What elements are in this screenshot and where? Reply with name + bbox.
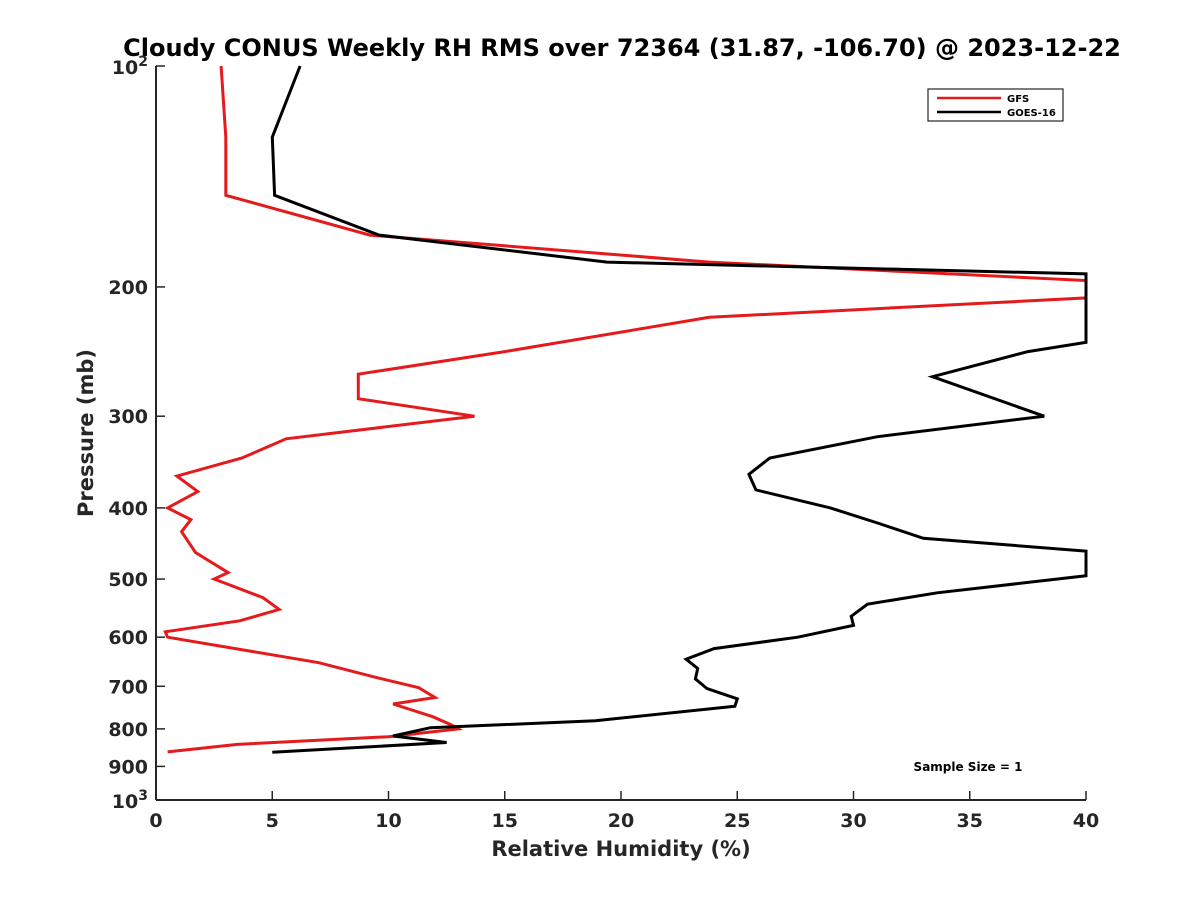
x-tick-label: 5 — [266, 810, 279, 832]
legend-label: GOES-16 — [1007, 108, 1056, 119]
x-tick-label: 10 — [375, 810, 401, 832]
x-tick-label: 25 — [724, 810, 750, 832]
x-axis-label: Relative Humidity (%) — [491, 837, 750, 861]
axes-group: 0 5 10 15 20 25 30 35 40 102 200 300 400 500 600 700 800… — [108, 54, 1099, 832]
y-axis-label: Pressure (mb) — [74, 349, 98, 517]
series-group — [163, 65, 1088, 754]
x-tick-label: 30 — [840, 810, 866, 832]
x-tick-label: 40 — [1073, 810, 1099, 832]
y-tick-label: 800 — [108, 719, 148, 741]
y-tick-label: 200 — [108, 277, 148, 299]
legend-label: GFS — [1007, 94, 1029, 105]
series-line-gfs — [163, 65, 1088, 754]
y-tick-label: 500 — [108, 569, 148, 591]
y-tick-label: 103 — [112, 788, 148, 813]
series-line-goes-16 — [270, 65, 1088, 754]
y-tick-label: 900 — [108, 756, 148, 778]
x-tick-label: 35 — [957, 810, 983, 832]
y-tick-label: 700 — [108, 676, 148, 698]
y-tick-label: 300 — [108, 406, 148, 428]
y-tick-label: 400 — [108, 498, 148, 520]
sample-size-annotation: Sample Size = 1 — [914, 760, 1023, 774]
plot-background — [156, 66, 1086, 800]
y-tick-label: 600 — [108, 627, 148, 649]
x-tick-label: 0 — [149, 810, 162, 832]
legend-box — [927, 88, 1064, 122]
y-tick-label: 102 — [112, 54, 148, 79]
x-tick-label: 15 — [492, 810, 518, 832]
legend: GFS GOES-16 — [927, 88, 1064, 122]
x-tick-label: 20 — [608, 810, 634, 832]
plot-area — [156, 66, 1086, 800]
chart-title: Cloudy CONUS Weekly RH RMS over 72364 (3… — [123, 34, 1121, 62]
